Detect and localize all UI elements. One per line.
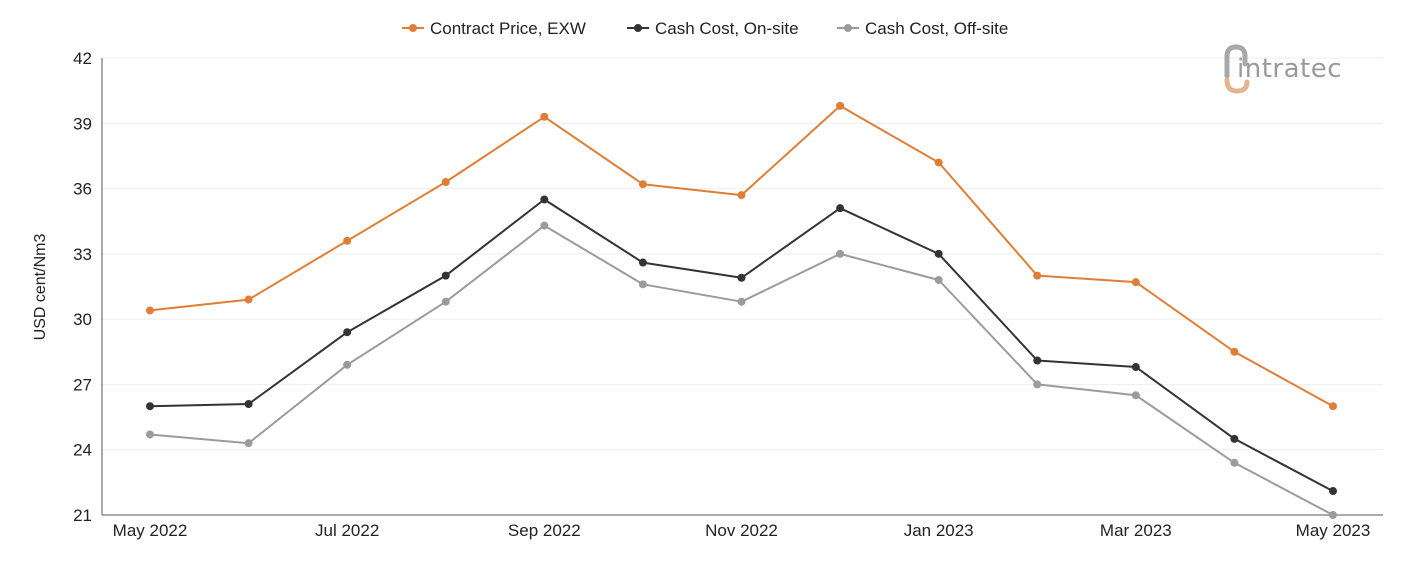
data-point xyxy=(540,195,549,204)
data-point xyxy=(1131,278,1140,287)
logo-text: intratec xyxy=(1237,54,1342,84)
data-point xyxy=(638,258,647,267)
data-point xyxy=(1329,402,1337,411)
y-tick-label: 42 xyxy=(73,49,92,68)
data-point xyxy=(737,297,746,306)
intratec-logo: intratec xyxy=(1224,44,1342,94)
legend-swatch-marker xyxy=(844,24,852,32)
data-point xyxy=(1329,511,1337,519)
legend-item: Cash Cost, On-site xyxy=(627,19,799,38)
data-point xyxy=(441,297,450,306)
data-point xyxy=(1329,487,1337,496)
data-point xyxy=(1033,356,1042,365)
legend: Contract Price, EXW Cash Cost, On-site Cas… xyxy=(402,19,1008,38)
data-point xyxy=(540,112,549,121)
x-tick-label: Sep 2022 xyxy=(508,521,581,540)
data-point xyxy=(737,273,746,282)
grid-lines xyxy=(102,57,1383,451)
data-point xyxy=(146,402,154,411)
y-tick-label: 39 xyxy=(73,114,92,133)
data-point xyxy=(836,204,845,213)
data-point xyxy=(1131,363,1140,372)
data-point xyxy=(836,101,845,110)
data-point xyxy=(1230,434,1239,443)
data-point xyxy=(638,280,647,289)
legend-item: Contract Price, EXW xyxy=(402,19,586,38)
data-point xyxy=(934,275,943,284)
legend-swatch-marker xyxy=(409,24,417,32)
data-point xyxy=(1230,347,1239,356)
data-point xyxy=(1033,271,1042,280)
data-point xyxy=(836,249,845,258)
axes xyxy=(101,58,1383,516)
data-point xyxy=(343,328,352,337)
x-tick-labels: May 2022 Jul 2022 Sep 2022 Nov 2022 Jan 2023… xyxy=(113,521,1371,540)
x-tick-label: Nov 2022 xyxy=(705,521,778,540)
series-cash-cost-off-site xyxy=(146,221,1337,519)
x-tick-label: Jul 2022 xyxy=(315,521,379,540)
legend-label: Cash Cost, On-site xyxy=(655,19,799,38)
data-point xyxy=(146,306,154,315)
legend-swatch-marker xyxy=(634,24,642,32)
data-point xyxy=(934,158,943,167)
data-point xyxy=(441,271,450,280)
data-point xyxy=(244,400,253,409)
data-point xyxy=(343,360,352,369)
data-point xyxy=(638,180,647,189)
series-contract-price-exw xyxy=(146,101,1337,411)
x-tick-label: May 2023 xyxy=(1296,521,1371,540)
data-point xyxy=(146,430,154,439)
y-tick-label: 36 xyxy=(73,180,92,199)
legend-label: Contract Price, EXW xyxy=(430,19,586,38)
legend-item: Cash Cost, Off-site xyxy=(837,19,1008,38)
x-tick-label: May 2022 xyxy=(113,521,188,540)
data-point xyxy=(1230,458,1239,467)
series-line xyxy=(149,104,1334,408)
y-tick-label: 27 xyxy=(73,375,92,394)
y-tick-label: 30 xyxy=(73,310,92,329)
series-line xyxy=(149,198,1334,492)
series-lines xyxy=(146,101,1337,519)
y-tick-label: 24 xyxy=(73,441,92,460)
intratec-logo-mark-icon xyxy=(1224,44,1250,94)
series-line xyxy=(149,224,1334,516)
data-point xyxy=(343,236,352,245)
data-point xyxy=(1033,380,1042,389)
data-point xyxy=(737,191,746,200)
y-tick-label: 33 xyxy=(73,245,92,264)
data-point xyxy=(244,295,253,304)
series-cash-cost-on-site xyxy=(146,195,1337,496)
x-tick-label: Jan 2023 xyxy=(904,521,974,540)
x-tick-label: Mar 2023 xyxy=(1100,521,1172,540)
y-axis-title: USD cent/Nm3 xyxy=(32,234,49,341)
data-point xyxy=(1131,391,1140,400)
data-point xyxy=(540,221,549,230)
data-point xyxy=(244,439,253,448)
y-tick-label: 21 xyxy=(73,506,92,525)
data-point xyxy=(934,249,943,258)
legend-label: Cash Cost, Off-site xyxy=(865,19,1008,38)
data-point xyxy=(441,178,450,187)
y-tick-labels: 21 24 27 30 33 36 39 42 xyxy=(73,49,92,525)
